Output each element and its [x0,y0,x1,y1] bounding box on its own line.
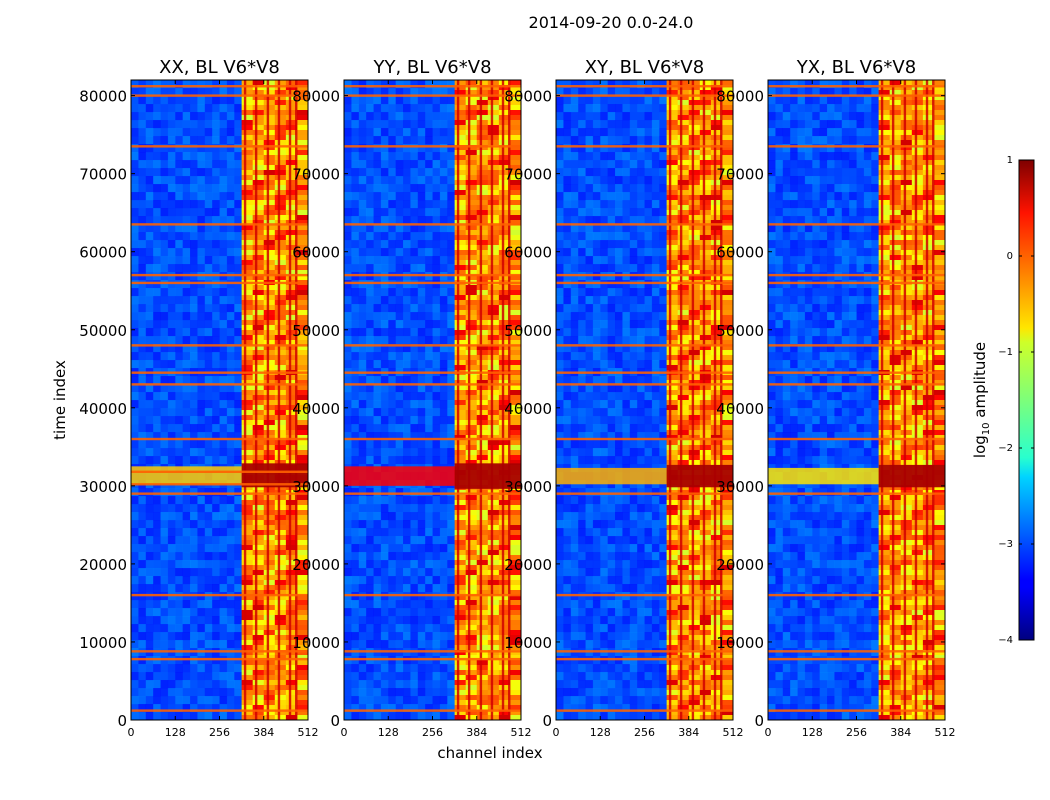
y-tick-label: 60000 [504,244,552,262]
colorbar-label-sub: 10 [981,422,992,435]
panel-yx: YX, BL V6*V8 0 128 256 384 512 0 10000 20000 3000… [716,57,955,739]
panel-yy: YY, BL V6*V8 0 128 256 384 512 0 10000 20000 3000… [292,57,531,739]
y-tick-label: 70000 [292,166,340,184]
x-tick-label: 512 [298,726,319,739]
heatmap-image [768,80,945,720]
colorbar-tick-label: 0 [1007,251,1013,262]
colorbar-tick-label: −4 [998,635,1013,646]
y-tick-label: 50000 [504,322,552,340]
y-tick-label: 80000 [292,88,340,106]
y-tick-label: 40000 [79,400,127,418]
x-tick-label: 0 [553,726,560,739]
panel-title: XY, BL V6*V8 [585,57,704,78]
heatmap-image [556,80,733,720]
y-tick-label: 60000 [292,244,340,262]
x-tick-label: 256 [634,726,655,739]
colorbar-tick-label: −1 [998,347,1013,358]
y-tick-label: 30000 [504,478,552,496]
x-tick-label: 0 [341,726,348,739]
y-tick-label: 50000 [79,322,127,340]
y-tick-label: 80000 [504,88,552,106]
y-tick-label: 30000 [79,478,127,496]
x-tick-label: 512 [723,726,744,739]
x-tick-label: 384 [466,726,487,739]
y-tick-label: 0 [117,712,127,730]
y-axis-label: time index [51,360,69,440]
y-tick-label: 70000 [504,166,552,184]
y-tick-label: 0 [754,712,764,730]
colorbar-label-prefix: log [971,435,989,458]
colorbar-tick-label: −2 [998,443,1013,454]
heatmap-image [344,80,521,720]
x-tick-label: 384 [678,726,699,739]
y-tick-label: 10000 [79,634,127,652]
colorbar-tick-label: 1 [1007,155,1013,166]
colorbar-label: log10 amplitude [971,342,992,458]
x-tick-label: 384 [890,726,911,739]
x-tick-label: 256 [846,726,867,739]
panel-title: YY, BL V6*V8 [372,57,491,78]
colorbar-ticks: 1 0 −1 −2 −3 −4 [998,155,1034,646]
x-tick-label: 128 [590,726,611,739]
y-tick-label: 40000 [504,400,552,418]
y-tick-label: 30000 [716,478,764,496]
x-tick-label: 512 [511,726,532,739]
x-tick-label: 128 [802,726,823,739]
x-tick-label: 512 [935,726,956,739]
y-tick-label: 80000 [716,88,764,106]
y-tick-label: 10000 [716,634,764,652]
y-tick-label: 40000 [292,400,340,418]
y-tick-label: 60000 [716,244,764,262]
y-tick-label: 40000 [716,400,764,418]
colorbar-label-suffix: amplitude [971,342,989,423]
y-tick-label: 20000 [79,556,127,574]
figure-suptitle: 2014-09-20 0.0-24.0 [529,13,694,32]
x-tick-label: 128 [378,726,399,739]
panel-title: YX, BL V6*V8 [796,57,916,78]
y-tick-label: 30000 [292,478,340,496]
y-tick-label: 10000 [504,634,552,652]
x-tick-label: 128 [165,726,186,739]
panels: XX, BL V6*V8 0 128 256 384 512 0 10000 20000 3000… [79,57,955,739]
x-axis-label: channel index [437,744,542,762]
colorbar-gradient [1018,159,1035,641]
y-tick-label: 70000 [79,166,127,184]
y-tick-label: 70000 [716,166,764,184]
colorbar: 10−1−2−3−4 log10 amplitude [971,155,1035,646]
y-tick-label: 20000 [504,556,552,574]
y-tick-label: 50000 [716,322,764,340]
y-tick-label: 20000 [716,556,764,574]
panel-xy: XY, BL V6*V8 0 128 256 384 512 0 10000 20000 3000… [504,57,743,739]
x-tick-label: 384 [253,726,274,739]
y-tick-label: 0 [330,712,340,730]
x-tick-label: 0 [765,726,772,739]
colorbar-tick-label: −3 [998,539,1013,550]
panel-xx: XX, BL V6*V8 0 128 256 384 512 0 10000 20000 3000… [79,57,318,739]
y-tick-label: 50000 [292,322,340,340]
y-tick-label: 0 [542,712,552,730]
x-tick-label: 256 [209,726,230,739]
y-tick-label: 10000 [292,634,340,652]
x-tick-label: 256 [422,726,443,739]
y-tick-label: 60000 [79,244,127,262]
heatmap-image [131,80,308,720]
x-tick-label: 0 [128,726,135,739]
y-tick-label: 20000 [292,556,340,574]
y-tick-label: 80000 [79,88,127,106]
panel-title: XX, BL V6*V8 [159,57,280,78]
